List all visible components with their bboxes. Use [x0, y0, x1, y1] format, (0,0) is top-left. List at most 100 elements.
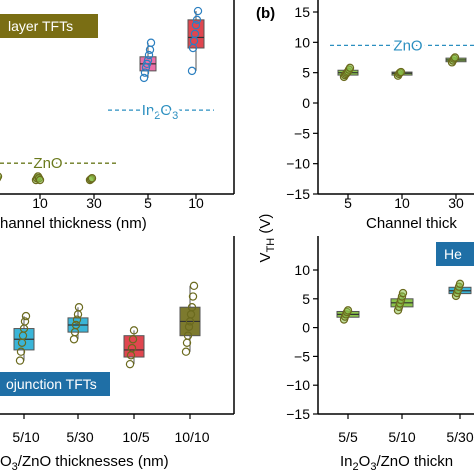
tl-zno-ref-label: ZnO — [33, 155, 62, 172]
bl-series-3-point — [181, 347, 191, 356]
br-xtick-label: 5/30 — [446, 429, 473, 445]
bl-series-1-point — [72, 315, 82, 324]
tr-xtick-label: 10 — [394, 195, 410, 211]
bl-series-0-point — [16, 347, 26, 356]
tr-zno-ref-label: ZnO — [393, 37, 422, 54]
bl-series-2-point — [127, 343, 137, 353]
tl-series-3-point — [140, 68, 150, 77]
tl-series-4-point — [192, 15, 202, 25]
tl-series-3-point — [142, 59, 152, 69]
tl-in2o3-ref-label-part: 3 — [172, 110, 178, 122]
tl-series-1-point — [35, 175, 45, 185]
tl-series-2-point — [87, 174, 97, 183]
tr-series-1-point — [396, 67, 406, 77]
panel-top-left-xlabel: hannel thickness (nm) — [0, 215, 147, 232]
tl-series-0-point — [0, 172, 3, 181]
bl-xtick-label: 10/10 — [174, 429, 209, 445]
panel-top-left-badge-text: layer TFTs — [8, 18, 73, 34]
br-series-1-point — [398, 288, 408, 298]
tl-in2o3-ref-label-part: In — [142, 102, 155, 119]
tr-ytick-label: 0 — [302, 95, 310, 111]
bl-series-3-point — [187, 303, 197, 312]
vth-axis-label-unit: (V) — [257, 214, 274, 238]
panel-top-left-badge — [0, 14, 98, 38]
bl-xtick-label: 5/10 — [12, 429, 39, 445]
bl-series-3-point — [189, 281, 199, 291]
bl-series-0-point — [20, 317, 30, 326]
tl-xtick-label: 30 — [86, 195, 102, 211]
bl-series-3-point — [184, 322, 194, 331]
tr-ytick-label: 15 — [294, 4, 310, 20]
tl-series-4-point — [191, 20, 201, 30]
br-ytick-label: −10 — [286, 377, 310, 393]
bl-series-0-point — [15, 356, 25, 365]
bl-series-1-point — [69, 335, 79, 344]
br-series-0-point — [343, 306, 353, 315]
panel-top-right-xlabel: Channel thick — [366, 215, 457, 232]
bl-series-1-point — [74, 303, 84, 312]
tr-xtick-label: 30 — [448, 195, 464, 211]
tl-in2o3-ref-label-part: O — [160, 102, 172, 119]
panel-bottom-right-badge-text: He — [444, 246, 462, 262]
panel-bottom-right-xlabel-sub2: 3 — [370, 461, 376, 473]
panel-bottom-left-xlabel-sub: 3 — [12, 461, 18, 473]
panel-bottom-right-xlabel: In2O3/ZnO thickn — [340, 453, 453, 473]
panel-bottom-left-badge-text: ojunction TFTs — [6, 376, 97, 392]
bl-series-3-point — [183, 331, 193, 340]
tl-series-3-point — [146, 38, 156, 47]
bl-series-2-point — [128, 335, 138, 344]
tl-xtick-label: 5 — [144, 195, 152, 211]
panel-bottom-left-xlabel: O3/ZnO thicknesses (nm) — [0, 453, 169, 473]
tr-ytick-label: −5 — [294, 125, 310, 141]
panel-bottom-left-xlabel-main: O — [0, 453, 12, 470]
tr-ytick-label: 5 — [302, 65, 310, 81]
br-ytick-label: −5 — [294, 348, 310, 364]
bl-series-3-point — [188, 292, 198, 301]
br-xtick-label: 5/10 — [388, 429, 415, 445]
br-ytick-label: 10 — [294, 262, 310, 278]
tr-ytick-label: 10 — [294, 34, 310, 50]
tr-series-0-point — [345, 63, 355, 73]
br-ytick-label: 5 — [302, 291, 310, 307]
panel-bottom-right-xlabel-rest: /ZnO thickn — [376, 453, 453, 470]
tr-series-2-point — [450, 53, 460, 62]
tl-xtick-label: 10 — [32, 195, 48, 211]
bl-series-2-point — [125, 359, 135, 369]
panel-bottom-left-badge — [0, 372, 110, 396]
panel-bottom-right-xlabel-main: In — [340, 453, 353, 470]
tl-series-3-point — [139, 73, 149, 83]
br-xtick-label: 5/5 — [338, 429, 358, 445]
panel-bottom-left: ojunction TFTs 5/10 5/30 10/5 10/10 O3/ZnO … — [0, 236, 235, 473]
tl-xtick-label: 10 — [188, 195, 204, 211]
tr-ytick-label: −15 — [286, 186, 310, 202]
tr-xtick-label: 5 — [344, 195, 352, 211]
tl-series-3-point — [144, 50, 154, 60]
br-ytick-label: −15 — [286, 406, 310, 422]
tl-in2o3-ref-label: In2O3 — [142, 102, 178, 122]
tl-series-4-point — [193, 6, 203, 16]
vth-axis-label-sub: TH — [265, 238, 277, 253]
tr-ytick-label: −10 — [286, 156, 310, 172]
tl-series-3-point — [143, 56, 153, 65]
panel-label-b: (b) — [256, 5, 275, 22]
bl-xtick-label: 5/30 — [66, 429, 93, 445]
br-ytick-label: 0 — [302, 320, 310, 336]
bl-series-1-point — [71, 320, 81, 330]
bl-series-0-point — [21, 311, 31, 321]
tl-in2o3-ref-label-part: 2 — [154, 110, 160, 122]
panel-bottom-right-xlabel-main2: O — [359, 453, 371, 470]
tl-zno-ref-label-part: ZnO — [33, 155, 62, 172]
br-series-2-point — [455, 279, 465, 289]
panel-bottom-left-xlabel-rest: /ZnO thicknesses (nm) — [18, 453, 169, 470]
panel-bottom-right: He 10 5 0 −5 −10 −15 5/5 5/10 5/30 In2O3/ZnO th… — [286, 236, 474, 473]
tl-series-3-point — [145, 45, 155, 54]
panel-top-right: (b) 15 10 5 0 −5 −10 −15 ZnO 5 10 30 Channel thi… — [256, 0, 474, 232]
tr-zno-ref-label-part: ZnO — [393, 37, 422, 54]
panel-bottom-right-badge — [436, 242, 474, 266]
panel-bottom-right-xlabel-sub: 2 — [353, 461, 359, 473]
panel-top-left: layer TFTs ZnO In2O3 10 30 5 10 hannel thick… — [0, 0, 235, 232]
vth-axis-label: VTH (V) — [257, 214, 277, 263]
tl-series-4-point — [190, 29, 200, 39]
tl-series-4-point — [187, 66, 197, 76]
